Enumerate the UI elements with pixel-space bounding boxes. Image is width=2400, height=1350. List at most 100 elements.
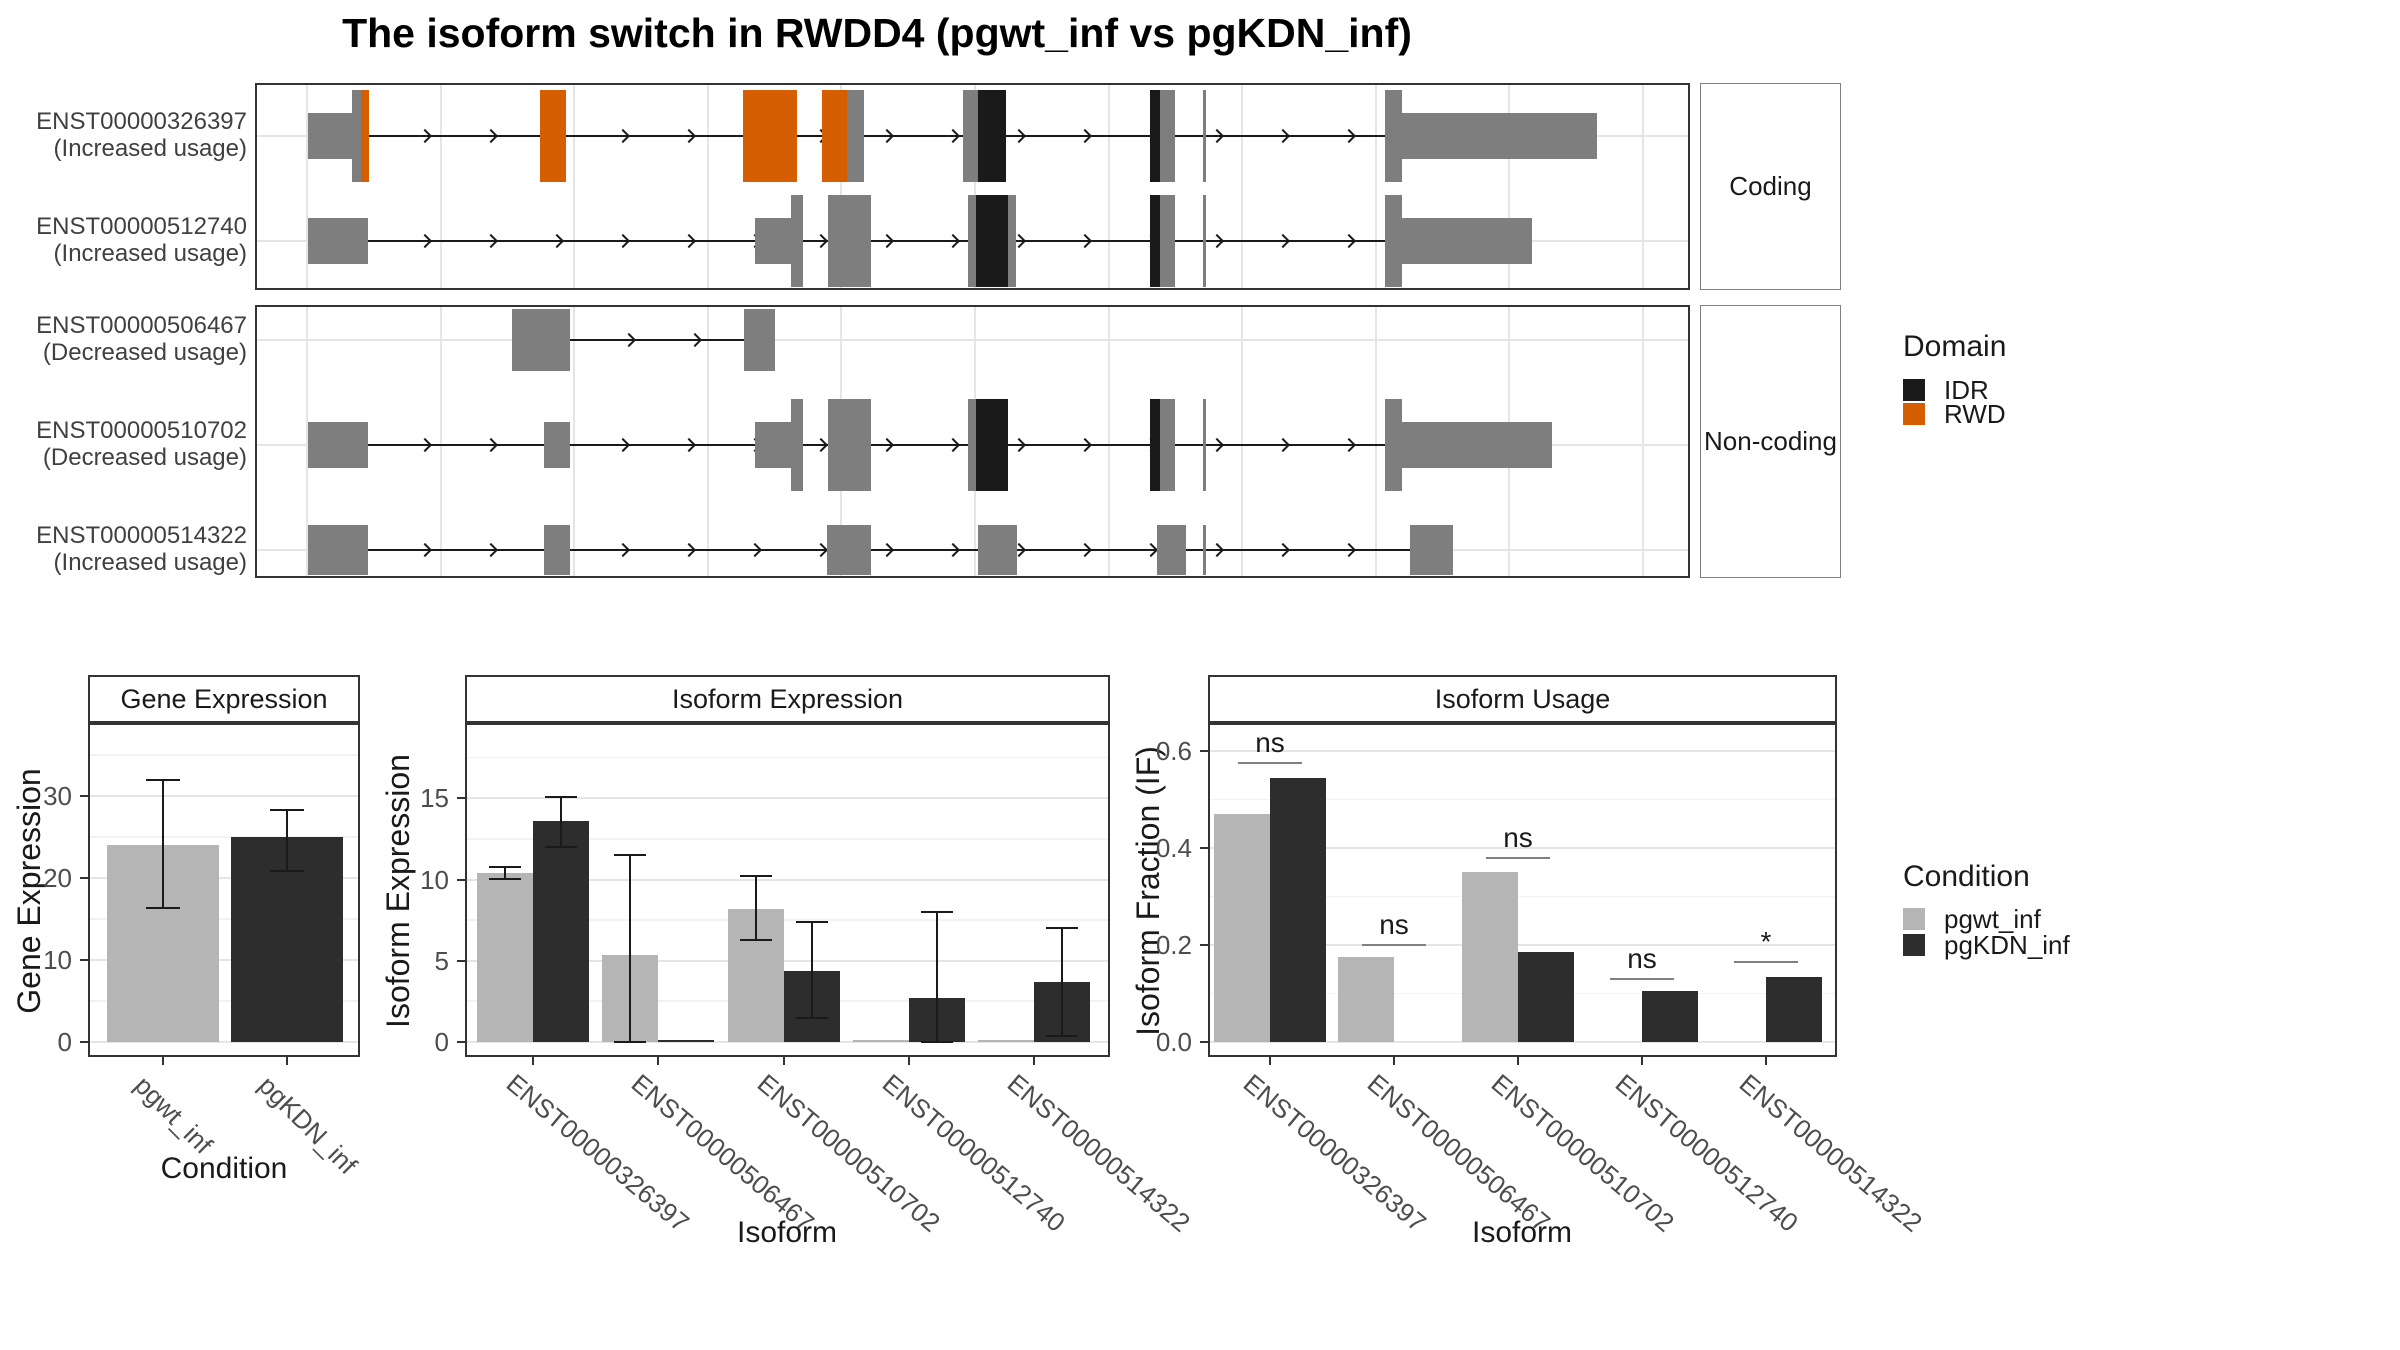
exon-box <box>1150 195 1160 287</box>
isoform-expression-y-tick <box>457 959 465 962</box>
exon-box <box>976 195 1008 287</box>
panel-gridline-v <box>1107 85 1110 288</box>
isoform-expression-strip: Isoform Expression <box>465 675 1110 723</box>
isoform-expression-errorbar <box>755 876 757 940</box>
isoform-usage-bar <box>1462 872 1518 1042</box>
isoform-expression-bar <box>533 821 589 1042</box>
gene-expression-y-tick <box>80 795 88 797</box>
exon-box <box>308 113 353 159</box>
gene-expression-gridline-minor <box>90 1000 358 1002</box>
gene-expression-errorbar <box>162 779 164 909</box>
condition-legend-label-pgwt: pgwt_inf <box>1944 904 2041 934</box>
isoform-expression-x-tick <box>1033 1057 1035 1065</box>
gene-expression-y-tick-label: 20 <box>43 863 72 893</box>
isoform-expression-gridline-minor <box>467 838 1108 840</box>
transcript-id: ENST00000514322 <box>36 522 247 549</box>
isoform-usage-bar <box>1766 976 1822 1042</box>
isoform-expression-errorbar-cap <box>1046 1035 1078 1038</box>
panel-gridline-v <box>306 85 308 288</box>
exon-box <box>1008 195 1016 287</box>
isoform-expression-bar <box>853 1040 909 1042</box>
facet-strip-noncoding-label: Non-coding <box>1704 426 1837 456</box>
exon-box <box>1203 525 1206 575</box>
isoform-usage-sig-label: ns <box>1255 727 1285 759</box>
isoform-expression-strip-label: Isoform Expression <box>671 683 904 714</box>
isoform-expression-gridline-major <box>467 1041 1108 1043</box>
isoform-expression-errorbar <box>811 921 813 1019</box>
isoform-expression-errorbar-cap <box>614 854 646 857</box>
isoform-usage-strip: Isoform Usage <box>1208 675 1837 723</box>
transcript-usage: (Increased usage) <box>53 240 247 267</box>
isoform-usage-sig-label: * <box>1760 925 1772 957</box>
isoform-expression-x-tick <box>783 1057 785 1065</box>
transcript-label: ENST00000506467 (Decreased usage) <box>7 312 247 366</box>
panel-gridline-v <box>1374 307 1377 576</box>
isoform-expression-x-axis-title: Isoform <box>736 1216 838 1249</box>
gene-expression-y-tick-label: 0 <box>57 1027 72 1057</box>
exon-box <box>827 525 871 575</box>
isoform-expression-errorbar-cap <box>796 920 828 923</box>
panel-gridline-v <box>439 85 442 288</box>
exon-box <box>544 422 570 468</box>
isoform-expression-errorbar-cap <box>1046 927 1078 930</box>
transcript-label: ENST00000512740 (Increased usage) <box>7 213 247 267</box>
isoform-usage-sig-bracket <box>1486 856 1550 859</box>
exon-box <box>791 195 803 287</box>
exon-box <box>1203 90 1206 182</box>
domain-legend-swatch-rwd <box>1903 403 1925 425</box>
isoform-expression-y-tick-label: 0 <box>434 1027 449 1057</box>
isoform-usage-gridline-minor <box>1210 895 1835 897</box>
isoform-expression-x-tick <box>908 1057 910 1065</box>
transcript-usage: (Increased usage) <box>53 549 247 576</box>
isoform-usage-y-tick <box>1200 944 1208 946</box>
isoform-expression-y-tick <box>457 878 465 881</box>
panel-gridline-h <box>257 339 1688 341</box>
gene-expression-y-tick-label: 30 <box>43 781 72 811</box>
isoform-usage-gridline-major <box>1210 750 1835 752</box>
exon-box <box>828 195 871 287</box>
isoform-expression-bar <box>658 1040 714 1042</box>
exon-box <box>1402 218 1532 264</box>
exon-box <box>791 399 803 491</box>
exon-box <box>847 90 864 182</box>
exon-box <box>744 309 775 371</box>
transcript-usage: (Decreased usage) <box>42 339 247 366</box>
isoform-expression-y-tick-label: 15 <box>420 783 449 814</box>
isoform-usage-gridline-minor <box>1210 798 1835 800</box>
isoform-usage-bar <box>1518 952 1574 1042</box>
isoform-usage-bar <box>1642 991 1698 1042</box>
isoform-expression-errorbar-cap <box>614 1041 646 1043</box>
isoform-usage-gridline-major <box>1210 1041 1835 1043</box>
isoform-usage-y-tick <box>1200 1041 1208 1043</box>
intron-line <box>308 240 1532 242</box>
isoform-usage-strip-label: Isoform Usage <box>1434 683 1611 714</box>
gene-expression-x-tick <box>162 1057 164 1065</box>
condition-legend-swatch-pgkdn <box>1903 934 1925 956</box>
isoform-expression-gridline-major <box>467 797 1108 800</box>
transcript-label: ENST00000326397 (Increased usage) <box>7 108 247 162</box>
isoform-usage-y-tick-label: 0.6 <box>1155 736 1192 766</box>
exon-box <box>755 218 791 264</box>
isoform-expression-x-tick <box>532 1057 534 1065</box>
gene-expression-errorbar-cap <box>270 808 304 811</box>
exon-box <box>1150 90 1160 182</box>
isoform-expression-y-tick-label: 5 <box>434 945 449 976</box>
isoform-usage-x-tick <box>1641 1057 1643 1065</box>
isoform-usage-y-tick-label: 0.2 <box>1155 930 1192 960</box>
panel-gridline-v <box>1642 307 1644 576</box>
exon-box <box>963 90 978 182</box>
isoform-usage-bar <box>1338 957 1394 1042</box>
panel-gridline-v <box>1508 85 1511 288</box>
isoform-expression-errorbar <box>504 867 506 879</box>
panel-gridline-v <box>306 307 308 576</box>
gene-expression-strip-label: Gene Expression <box>120 683 328 714</box>
isoform-expression-errorbar <box>629 855 631 1042</box>
domain-legend-swatch-idr <box>1903 379 1925 401</box>
exon-box <box>352 90 361 182</box>
isoform-expression-errorbar-cap <box>921 1041 953 1043</box>
isoform-usage-x-tick <box>1393 1057 1395 1065</box>
exon-box <box>1160 195 1175 287</box>
isoform-usage-sig-bracket <box>1610 977 1674 980</box>
intron-line <box>512 339 775 341</box>
exon-box <box>1203 399 1206 491</box>
